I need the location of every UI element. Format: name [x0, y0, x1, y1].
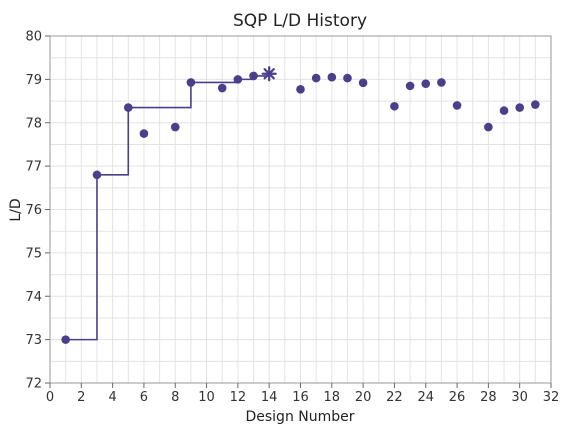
- data-point: [515, 103, 524, 112]
- data-point: [123, 103, 133, 112]
- data-point: [296, 85, 305, 94]
- x-tick-label: 16: [292, 390, 309, 405]
- data-point: [217, 83, 227, 93]
- x-axis-title: Design Number: [245, 409, 354, 425]
- data-point: [452, 101, 462, 110]
- y-axis-title: L/D: [8, 198, 24, 221]
- chart-title: SQP L/D History: [233, 11, 367, 31]
- y-tick-label: 75: [25, 246, 42, 261]
- x-tick-label: 18: [324, 390, 341, 405]
- x-tick-label: 4: [108, 390, 116, 405]
- x-tick-label: 22: [386, 390, 403, 405]
- data-point: [421, 79, 431, 89]
- x-tick-label: 8: [171, 390, 179, 405]
- data-point: [499, 106, 509, 115]
- y-tick-label: 74: [25, 290, 42, 305]
- x-tick-label: 30: [511, 390, 528, 405]
- y-tick-label: 76: [25, 203, 42, 218]
- data-point: [311, 73, 321, 83]
- data-point: [61, 335, 70, 344]
- data-point: [437, 78, 446, 87]
- x-tick-label: 10: [198, 390, 215, 405]
- best-step-line: [65, 73, 270, 341]
- x-tick-label: 6: [140, 390, 148, 405]
- y-tick-label: 77: [25, 160, 42, 175]
- y-tick-label: 78: [25, 116, 42, 131]
- data-point: [139, 129, 149, 138]
- data-point: [186, 78, 196, 87]
- data-point: [358, 78, 368, 88]
- data-point: [92, 170, 102, 180]
- best-design-marker: [261, 66, 277, 82]
- x-tick-label: 2: [77, 390, 85, 405]
- data-point: [531, 100, 540, 109]
- data-point: [343, 73, 352, 83]
- y-tick-label: 79: [25, 73, 42, 88]
- x-tick-label: 28: [480, 390, 497, 405]
- data-point: [249, 71, 258, 81]
- data-point: [405, 81, 415, 91]
- x-tick-label: 20: [355, 390, 372, 405]
- data-point: [233, 75, 243, 84]
- grid: [49, 35, 552, 384]
- data-points: [61, 66, 540, 344]
- x-tick-label: 0: [46, 390, 54, 405]
- data-point: [484, 122, 493, 132]
- data-point: [390, 101, 399, 111]
- x-tick-label: 26: [449, 390, 466, 405]
- x-tick-label: 32: [543, 390, 560, 405]
- y-tick-label: 72: [25, 377, 42, 392]
- y-tick-label: 80: [25, 30, 42, 45]
- asterisk-stroke: [263, 68, 275, 80]
- y-axis-ticks: 72 73 74 75 76 77 78 79 80: [25, 30, 50, 392]
- data-point: [170, 122, 180, 132]
- x-tick-label: 24: [417, 390, 434, 405]
- x-axis-ticks: 0 2 4 6 8 10 12 14 16 18 20 22 24 26 28 30 32: [46, 383, 559, 405]
- data-point: [327, 72, 337, 82]
- x-tick-label: 14: [261, 390, 278, 405]
- y-tick-label: 73: [25, 333, 42, 348]
- x-tick-label: 12: [230, 390, 247, 405]
